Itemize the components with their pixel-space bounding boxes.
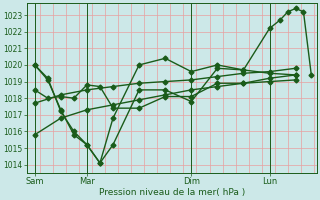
X-axis label: Pression niveau de la mer( hPa ): Pression niveau de la mer( hPa ) [99,188,245,197]
